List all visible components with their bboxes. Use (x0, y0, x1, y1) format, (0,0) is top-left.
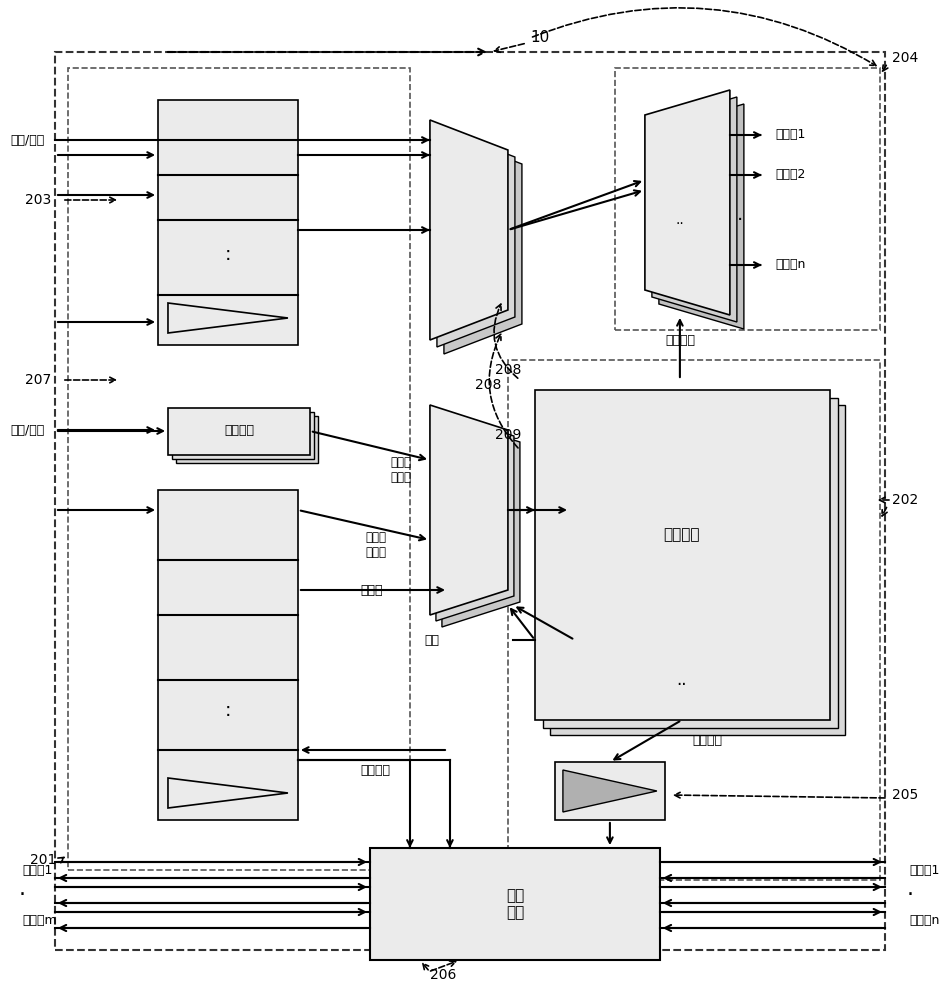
Text: 地址/控制: 地址/控制 (10, 133, 45, 146)
Bar (370, 848, 660, 960)
Text: 204: 204 (892, 51, 918, 65)
Bar (158, 100, 298, 345)
Text: 互联
网络: 互联 网络 (506, 888, 524, 920)
Text: ..: .. (676, 213, 684, 227)
Text: 208: 208 (495, 363, 521, 377)
Polygon shape (436, 411, 514, 621)
Text: 208: 208 (474, 378, 501, 392)
Text: 206: 206 (430, 968, 456, 982)
Text: 队列申
请向量: 队列申 请向量 (365, 531, 386, 559)
Text: 片选信号: 片选信号 (360, 764, 390, 776)
Text: :: : (225, 700, 232, 720)
Text: 主设备1: 主设备1 (22, 863, 52, 876)
Text: ·: · (906, 885, 913, 905)
Polygon shape (430, 120, 508, 340)
Text: 仲裁结果: 仲裁结果 (692, 734, 722, 746)
Text: ·: · (18, 885, 26, 905)
Text: 地址/申请: 地址/申请 (10, 424, 45, 436)
Text: 207: 207 (25, 373, 51, 387)
Bar (55, 52, 884, 950)
Bar (555, 762, 665, 820)
Text: 仲裁器组: 仲裁器组 (663, 528, 700, 542)
Bar (168, 408, 310, 455)
Text: 从设备2: 从设备2 (775, 168, 806, 182)
Text: 202: 202 (892, 493, 918, 507)
Bar (176, 416, 318, 463)
Text: ·: · (736, 211, 743, 230)
Polygon shape (659, 104, 744, 329)
Polygon shape (437, 127, 515, 347)
Polygon shape (430, 405, 508, 615)
Text: 201: 201 (30, 853, 56, 867)
Text: 从设备1: 从设备1 (775, 128, 806, 141)
Text: 地址译码: 地址译码 (224, 424, 254, 438)
Text: 10: 10 (530, 30, 549, 45)
Polygon shape (652, 97, 736, 322)
Bar (543, 398, 838, 728)
Bar (508, 360, 880, 880)
Polygon shape (563, 770, 657, 812)
Polygon shape (168, 303, 288, 333)
Text: 队列空: 队列空 (360, 584, 382, 596)
Bar (535, 390, 829, 720)
Polygon shape (442, 417, 520, 627)
Bar (158, 490, 298, 820)
Text: 从设备1: 从设备1 (910, 863, 940, 876)
Bar (172, 412, 314, 459)
Polygon shape (444, 134, 522, 354)
Text: 仲裁结果: 仲裁结果 (665, 334, 695, 347)
Text: 205: 205 (892, 788, 918, 802)
Text: 主设备m: 主设备m (22, 914, 57, 926)
Text: 从设备n: 从设备n (910, 914, 940, 926)
Polygon shape (168, 778, 288, 808)
Text: 从设备n: 从设备n (775, 258, 806, 271)
Bar (549, 405, 845, 735)
Text: 授权: 授权 (424, 634, 439, 647)
Text: :: : (225, 245, 232, 264)
Text: 209: 209 (495, 428, 521, 442)
Polygon shape (645, 90, 730, 315)
Bar (615, 68, 880, 330)
Text: 即时申
请向量: 即时申 请向量 (390, 456, 411, 484)
Bar (68, 68, 410, 870)
Text: ..: .. (677, 671, 687, 689)
Text: 203: 203 (25, 193, 51, 207)
